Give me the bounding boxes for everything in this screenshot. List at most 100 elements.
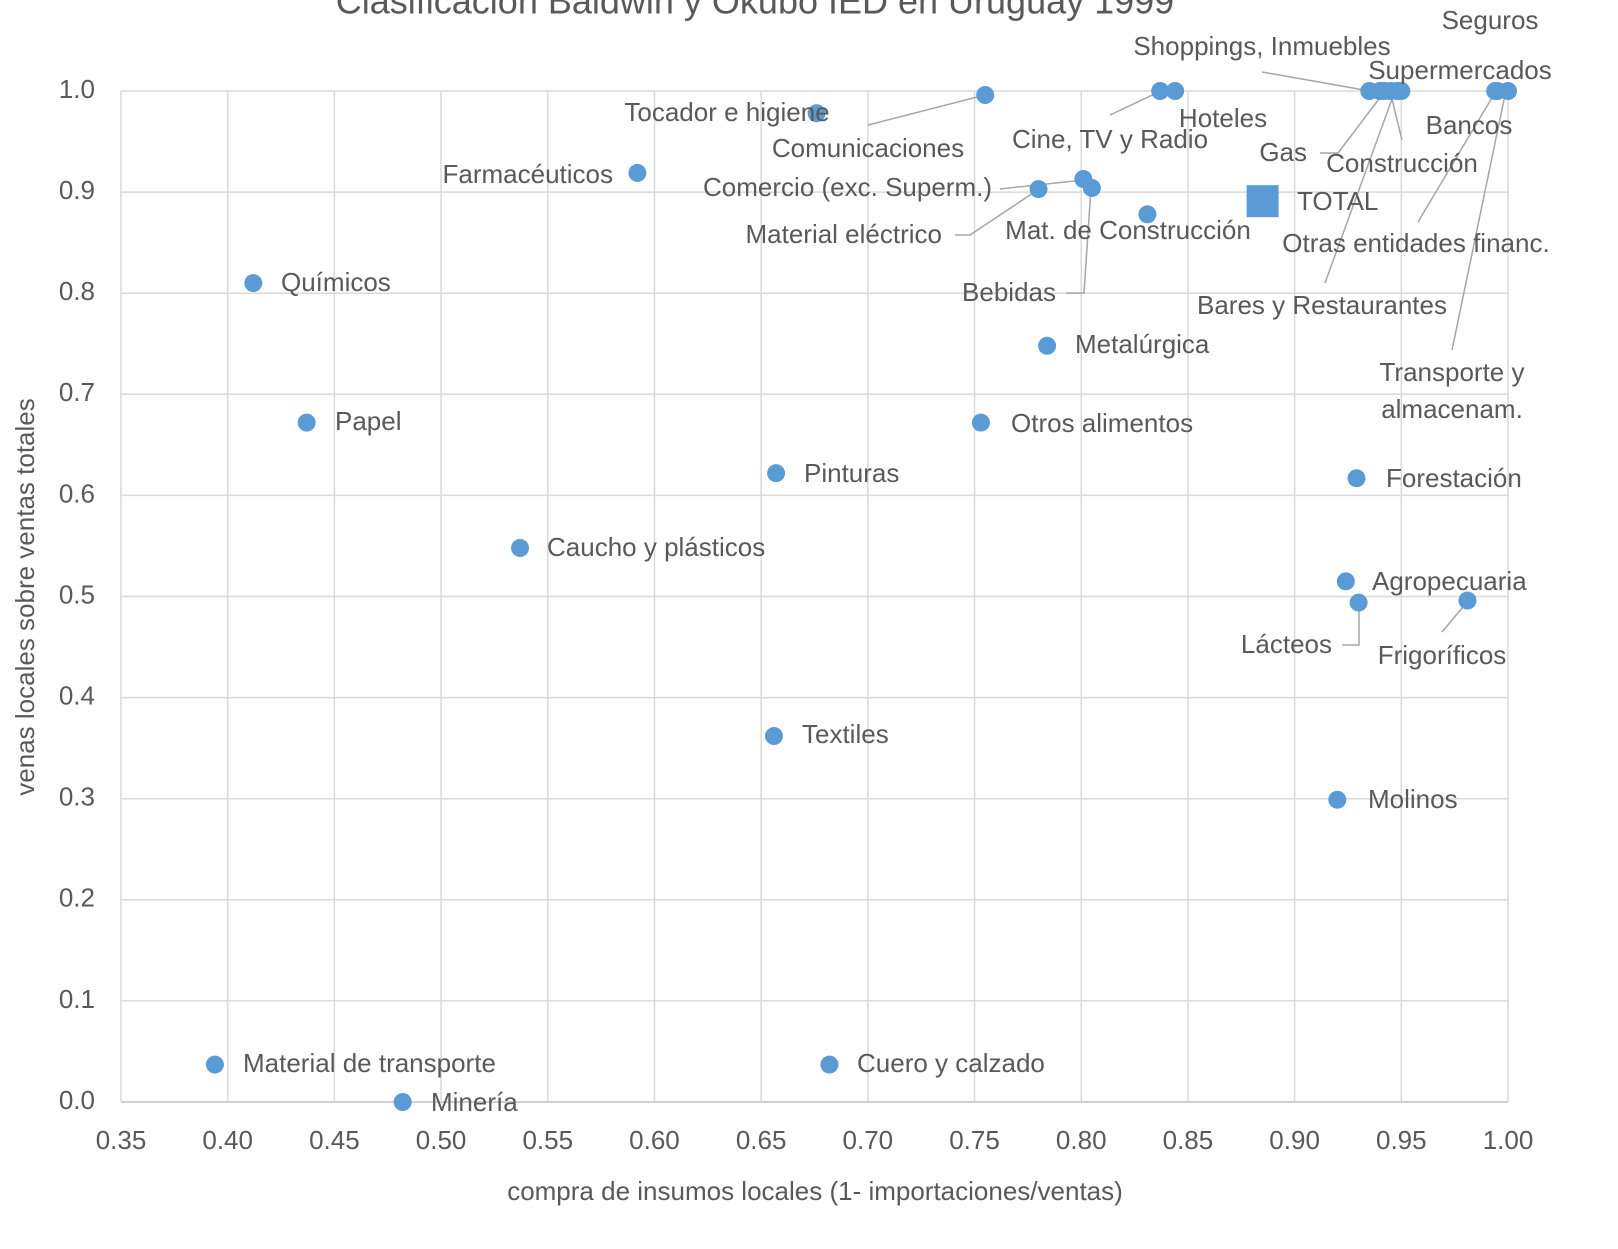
point (1375, 82, 1394, 100)
point (511, 538, 530, 557)
point-label: Hoteles (1179, 103, 1267, 133)
leader-line (1324, 90, 1396, 284)
point (820, 1055, 839, 1074)
leader-line (1342, 603, 1360, 646)
leader-line (867, 94, 986, 126)
point-label: Lácteos (1241, 629, 1332, 659)
x-tick-label: 0.45 (309, 1125, 360, 1155)
point-label: Supermercados (1368, 55, 1552, 85)
y-tick-label: 0.9 (59, 175, 95, 205)
point-label: Minería (431, 1087, 518, 1117)
point (1082, 179, 1101, 198)
point (976, 86, 995, 105)
leader-line (955, 188, 1040, 236)
point-label: almacenam. (1381, 394, 1523, 424)
y-tick-label: 0.1 (59, 984, 95, 1014)
point (1388, 82, 1407, 100)
y-tick-label: 0.2 (59, 883, 95, 913)
point (628, 163, 647, 182)
leader-line (1066, 187, 1092, 294)
point (297, 413, 316, 432)
point-label: Shoppings, Inmuebles (1133, 31, 1390, 61)
x-tick-label: 0.95 (1376, 1125, 1427, 1155)
point-label: Textiles (802, 719, 889, 749)
point-label: Frigoríficos (1378, 640, 1507, 670)
point-label: Mat. de Construcción (1005, 215, 1251, 245)
point (807, 104, 826, 123)
y-tick-label: 0.3 (59, 782, 95, 812)
point-label: Gas (1259, 137, 1307, 167)
x-tick-label: 1.00 (1483, 1125, 1534, 1155)
point-label: Cine, TV y Radio (1012, 124, 1208, 154)
point-label: Químicos (281, 267, 391, 297)
point-label: TOTAL (1297, 186, 1378, 216)
y-tick-label: 0.5 (59, 579, 95, 609)
point-label: Seguros (1442, 5, 1539, 35)
x-tick-label: 0.80 (1056, 1125, 1107, 1155)
point-label: Farmacéuticos (443, 159, 614, 189)
leader-line (1320, 90, 1386, 154)
x-tick-label: 0.40 (202, 1125, 253, 1155)
point-label: Bancos (1426, 110, 1513, 140)
y-tick-label: 0.8 (59, 276, 95, 306)
x-tick-label: 0.55 (522, 1125, 573, 1155)
x-tick-label: 0.65 (736, 1125, 787, 1155)
leader-line (1261, 71, 1371, 92)
point-label: Pinturas (804, 458, 899, 488)
point (393, 1093, 412, 1111)
y-tick-label: 0.6 (59, 478, 95, 508)
point-label: Transporte y (1380, 357, 1525, 387)
point (205, 1055, 224, 1074)
point (1328, 790, 1347, 809)
point-label: Molinos (1368, 784, 1458, 814)
point-label: Comunicaciones (772, 133, 964, 163)
y-tick-label: 1.0 (59, 74, 95, 104)
point (1486, 82, 1505, 100)
point-label: Material de transporte (243, 1048, 496, 1078)
point (1349, 593, 1368, 612)
x-tick-label: 0.35 (96, 1125, 147, 1155)
point (971, 413, 990, 432)
chart-title: Clasificación Baldwin y Okubo IED en Uru… (336, 0, 1174, 22)
point (244, 274, 263, 293)
y-tick-label: 0.7 (59, 377, 95, 407)
point (1458, 591, 1477, 610)
point-label: Otros alimentos (1011, 408, 1193, 438)
point (1246, 185, 1279, 218)
leader-line (1417, 90, 1497, 223)
point (767, 464, 786, 483)
point (1151, 82, 1170, 100)
point (1166, 82, 1185, 100)
point-label: Construcción (1326, 148, 1478, 178)
point (764, 727, 783, 746)
x-tick-label: 0.90 (1269, 1125, 1320, 1155)
point-label: Otras entidades financ. (1282, 228, 1549, 258)
point (1138, 205, 1157, 224)
point-label: Comercio (exc. Superm.) (703, 172, 992, 202)
point-label: Tocador e higiene (624, 97, 829, 127)
point-label: Material eléctrico (745, 219, 942, 249)
point-label: Cuero y calzado (857, 1048, 1045, 1078)
x-tick-label: 0.85 (1163, 1125, 1214, 1155)
point-label: Caucho y plásticos (547, 532, 765, 562)
x-axis-label: compra de insumos locales (1- importacio… (507, 1176, 1123, 1206)
point-label: Papel (335, 406, 402, 436)
point (1347, 469, 1366, 488)
y-tick-label: 0.0 (59, 1085, 95, 1115)
point (1029, 180, 1048, 199)
leader-line (1451, 94, 1506, 351)
x-tick-label: 0.70 (843, 1125, 894, 1155)
point (1038, 336, 1057, 355)
point-label: Bebidas (962, 277, 1056, 307)
y-axis-label: venas locales sobre ventas totales (10, 398, 40, 795)
x-tick-label: 0.50 (416, 1125, 467, 1155)
x-tick-label: 0.75 (949, 1125, 1000, 1155)
point-label: Bares y Restaurantes (1197, 290, 1447, 320)
point-label: Forestación (1386, 463, 1522, 493)
x-tick-label: 0.60 (629, 1125, 680, 1155)
point-label: Agropecuaria (1372, 566, 1527, 596)
point (1336, 572, 1355, 591)
point-label: Metalúrgica (1075, 329, 1210, 359)
y-tick-label: 0.4 (59, 680, 95, 710)
